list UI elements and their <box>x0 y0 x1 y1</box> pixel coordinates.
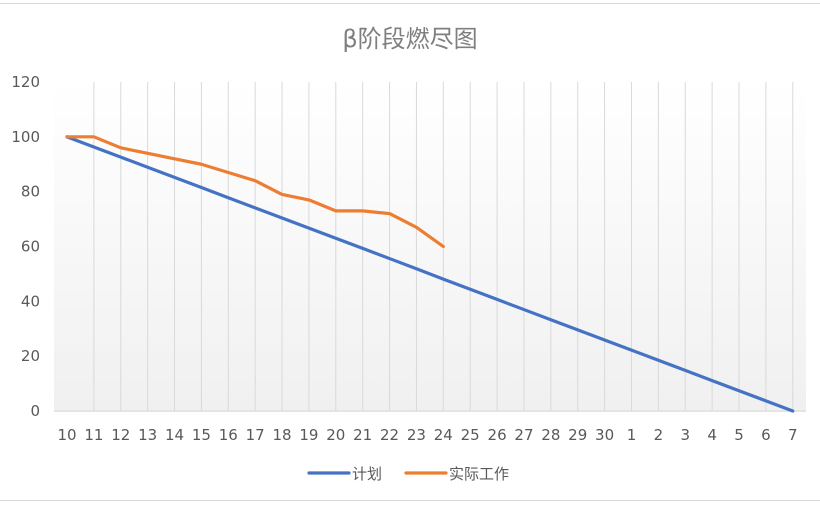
y-tick-label: 100 <box>11 128 40 146</box>
series-line-0 <box>65 135 795 413</box>
x-tick-label: 13 <box>138 426 157 444</box>
x-tick-label: 28 <box>541 426 560 444</box>
legend: 计划 实际工作 <box>307 465 509 483</box>
x-tick-label: 5 <box>734 426 744 444</box>
chart-border-bottom <box>0 500 820 501</box>
x-axis: 10 11 12 13 14 15 16 17 18 19 20 21 22 23 24 25 26 27 28 29… <box>54 410 806 444</box>
y-tick-label: 20 <box>21 347 40 365</box>
plot-area <box>54 82 806 412</box>
x-tick-label: 22 <box>380 426 399 444</box>
x-tick-label: 15 <box>192 426 211 444</box>
chart-title: β阶段燃尽图 <box>342 25 477 53</box>
x-tick-label: 14 <box>165 426 184 444</box>
series-lines <box>65 135 795 413</box>
x-tick-label: 11 <box>84 426 103 444</box>
x-tick-label: 23 <box>407 426 426 444</box>
x-tick-label: 10 <box>57 426 76 444</box>
x-tick-label: 21 <box>353 426 372 444</box>
x-tick-label: 30 <box>595 426 614 444</box>
x-tick-label: 12 <box>111 426 130 444</box>
y-tick-label: 80 <box>21 183 40 201</box>
x-tick-label: 7 <box>788 426 798 444</box>
grid-lines <box>93 82 794 411</box>
x-tick-label: 3 <box>680 426 690 444</box>
y-tick-label: 120 <box>11 73 40 91</box>
x-tick-label: 2 <box>654 426 664 444</box>
y-tick-label: 40 <box>21 292 40 310</box>
x-tick-label: 6 <box>761 426 771 444</box>
x-tick-label: 19 <box>299 426 318 444</box>
series-line-1 <box>65 135 445 249</box>
x-tick-label: 24 <box>434 426 453 444</box>
legend-label: 实际工作 <box>449 465 509 483</box>
x-tick-label: 17 <box>246 426 265 444</box>
x-tick-label: 18 <box>272 426 291 444</box>
x-tick-label: 1 <box>627 426 637 444</box>
x-tick-label: 16 <box>219 426 238 444</box>
x-tick-label: 26 <box>488 426 507 444</box>
x-tick-label: 27 <box>514 426 533 444</box>
y-tick-label: 60 <box>21 238 40 256</box>
x-tick-label: 25 <box>461 426 480 444</box>
y-tick-label: 0 <box>30 402 40 420</box>
x-tick-label: 20 <box>326 426 345 444</box>
chart-border-top <box>0 3 820 4</box>
y-axis: 0 20 40 60 80 100 120 <box>11 73 40 420</box>
legend-label: 计划 <box>352 465 382 483</box>
x-tick-label: 29 <box>568 426 587 444</box>
x-tick-label: 4 <box>707 426 717 444</box>
